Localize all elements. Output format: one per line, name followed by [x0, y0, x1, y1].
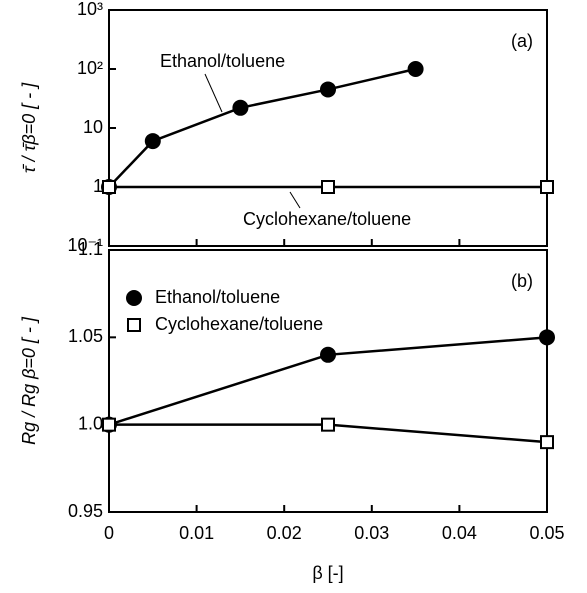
marker	[540, 180, 554, 194]
marker	[540, 435, 554, 450]
legend-marker	[126, 290, 142, 306]
x-tick-label: 0.05	[529, 523, 564, 543]
marker	[539, 329, 555, 346]
x-tick-label: 0.01	[179, 523, 214, 543]
annotation: Ethanol/toluene	[160, 51, 285, 71]
y-tick-label: 10⁻¹	[67, 235, 103, 255]
leader	[289, 191, 301, 209]
marker	[232, 99, 249, 116]
leader	[204, 73, 223, 113]
panel-label: (a)	[511, 31, 533, 51]
marker	[321, 417, 335, 432]
y-tick-label: 10²	[77, 58, 103, 78]
y-tick-label: 1.1	[78, 239, 103, 259]
marker	[321, 180, 335, 194]
marker	[102, 417, 116, 432]
y-tick-label: 10³	[77, 0, 103, 19]
annotation: Cyclohexane/toluene	[243, 209, 411, 229]
x-tick-label: 0.03	[354, 523, 389, 543]
y-axis-label: τ̄ / τ̄β=0 [ - ]	[19, 82, 39, 173]
legend-label: Cyclohexane/toluene	[155, 314, 323, 334]
series-line	[108, 67, 416, 188]
panel-label: (b)	[511, 271, 533, 291]
legend-label: Ethanol/toluene	[155, 287, 280, 307]
y-tick-label: 1	[93, 176, 103, 196]
legend-marker	[127, 318, 141, 332]
y-tick-label: 1.0	[78, 413, 103, 433]
x-tick-label: 0	[104, 523, 114, 543]
marker	[320, 81, 336, 98]
x-tick-label: 0.04	[442, 523, 477, 543]
marker	[144, 133, 161, 150]
marker	[320, 346, 336, 363]
x-axis-label: β [-]	[312, 563, 343, 583]
y-tick-label: 10	[83, 117, 103, 137]
y-tick-label: 0.95	[68, 501, 103, 521]
marker	[407, 61, 424, 77]
y-axis-label: Rg / Rg β=0 [ - ]	[19, 316, 39, 445]
plot-frame	[108, 249, 548, 513]
y-tick-label: 1.05	[68, 326, 103, 346]
marker	[102, 180, 116, 194]
x-tick-label: 0.02	[267, 523, 302, 543]
